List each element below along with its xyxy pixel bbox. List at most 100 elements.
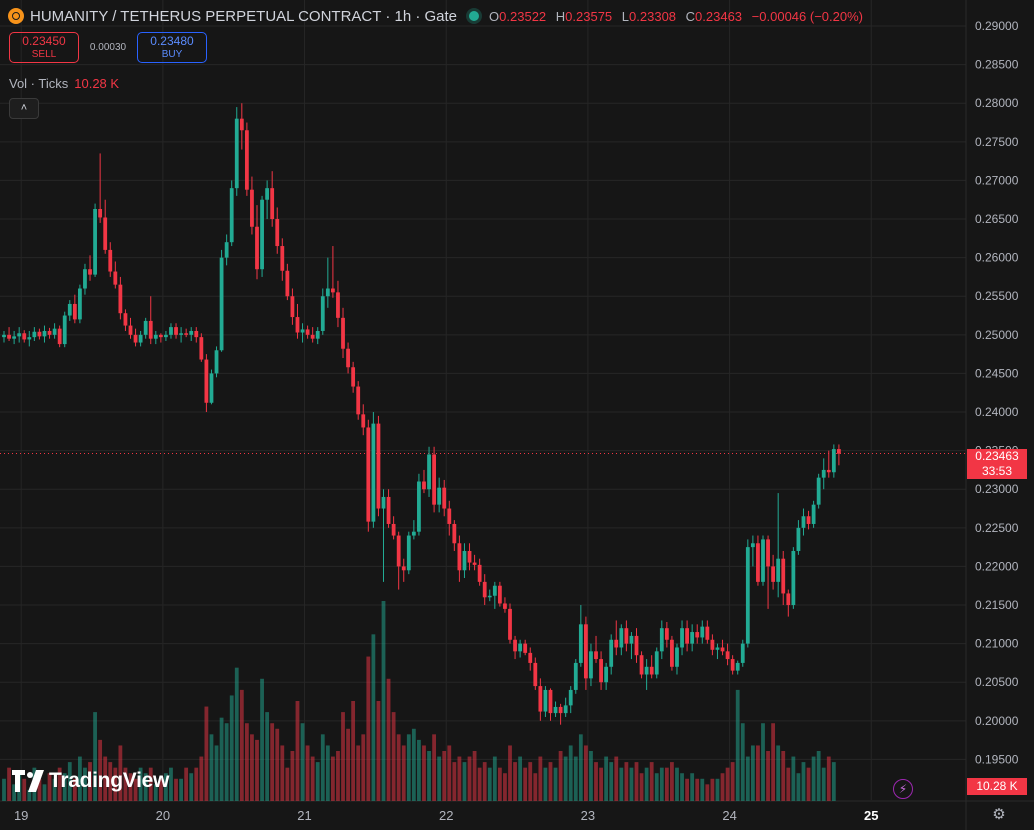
candle-body <box>609 639 614 667</box>
candle-body <box>568 689 573 706</box>
volume-legend-label: Vol · Ticks <box>9 76 69 91</box>
candle-body <box>250 189 254 227</box>
time-tick-label: 21 <box>297 808 311 823</box>
candle-body <box>83 269 87 289</box>
candle-body <box>427 454 431 490</box>
volume-bar <box>523 767 528 801</box>
collapse-legend-button[interactable]: ˄ <box>9 98 39 119</box>
sell-label: SELL <box>31 48 57 60</box>
candle-body <box>270 188 275 220</box>
volume-bar <box>680 773 684 801</box>
volume-bar <box>477 767 482 801</box>
volume-bar <box>467 756 472 801</box>
tradingview-logo[interactable]: TradingView <box>12 769 169 793</box>
candle-body <box>78 288 82 320</box>
candle-body <box>508 608 512 640</box>
candle-body <box>837 449 841 454</box>
low-label: L <box>621 8 630 24</box>
candle-body <box>730 659 735 671</box>
gear-icon[interactable]: ⚙︎ <box>992 806 1006 823</box>
candle-body <box>194 330 199 338</box>
candle-body <box>7 334 11 339</box>
volume-bar <box>174 778 178 801</box>
time-tick-label: 19 <box>14 808 28 823</box>
buy-button[interactable]: 0.23480 BUY <box>137 32 207 63</box>
candle-body <box>391 523 396 536</box>
volume-bar <box>219 717 224 801</box>
volume-bar <box>93 712 97 801</box>
trade-panel: 0.23450 SELL 0.00030 0.23480 BUY <box>9 32 207 63</box>
volume-bar <box>209 734 214 801</box>
candle-body <box>103 217 108 250</box>
volume-bar <box>594 762 598 801</box>
volume-bar <box>138 767 143 801</box>
candle-body <box>457 543 462 571</box>
candle-body <box>128 325 133 335</box>
candle-body <box>811 504 816 524</box>
candle-body <box>52 328 57 335</box>
candle-body <box>62 315 67 345</box>
candle-body <box>695 632 700 638</box>
candle-body <box>260 199 264 270</box>
candle-body <box>700 626 705 638</box>
volume-bar <box>12 784 17 801</box>
candle-body <box>690 632 695 644</box>
volume-bar <box>27 789 32 801</box>
candle-body <box>123 313 128 326</box>
candle-body <box>300 329 305 333</box>
candle-body <box>756 543 760 582</box>
volume-bar <box>315 762 320 801</box>
candle-body <box>781 558 786 594</box>
volume-bar <box>705 784 710 801</box>
volume-bar <box>735 689 740 801</box>
volume-bar <box>67 762 72 801</box>
volume-bar <box>756 745 760 801</box>
volume-legend[interactable]: Vol · Ticks 10.28 K <box>9 76 119 91</box>
price-tick-label: 0.24000 <box>975 405 1019 419</box>
volume-bar <box>305 745 310 801</box>
price-tick-label: 0.27500 <box>975 135 1019 149</box>
candle-body <box>675 647 679 667</box>
volume-bar <box>280 745 285 801</box>
volume-bar <box>148 767 153 801</box>
volume-bar <box>447 745 452 801</box>
candle-body <box>275 219 280 247</box>
candle-body <box>492 585 497 596</box>
volume-bar <box>103 756 108 801</box>
volume-bar <box>518 756 523 801</box>
sell-button[interactable]: 0.23450 SELL <box>9 32 79 63</box>
candle-body <box>725 651 730 660</box>
price-tick-label: 0.19500 <box>975 752 1019 766</box>
candle-body <box>22 333 27 340</box>
candle-body <box>604 666 609 683</box>
volume-bar <box>619 767 624 801</box>
volume-bar <box>417 739 421 801</box>
candle-body <box>366 427 371 522</box>
candle-body <box>735 662 740 671</box>
volume-bar <box>604 756 609 801</box>
volume-bar <box>224 723 229 801</box>
price-tick-label: 0.24500 <box>975 366 1019 380</box>
sell-price: 0.23450 <box>22 33 66 48</box>
volume-bar <box>710 778 715 801</box>
candle-body <box>750 543 755 548</box>
candle-body <box>401 566 406 571</box>
last-price-value: 0.23463 <box>975 449 1019 463</box>
volume-bar <box>497 767 502 801</box>
volume-bar <box>472 751 477 801</box>
candle-body <box>67 303 72 316</box>
candle-body <box>179 333 183 335</box>
volume-bar <box>396 734 401 801</box>
candle-body <box>447 508 452 524</box>
bolt-icon[interactable]: ⚡︎ <box>893 779 913 799</box>
buy-label: BUY <box>161 48 183 60</box>
candle-body <box>786 593 791 606</box>
candle-body <box>573 662 578 690</box>
symbol-title[interactable]: HUMANITY / TETHERUS PERPETUAL CONTRACT ·… <box>30 7 458 25</box>
candle-body <box>285 270 290 297</box>
candle-body <box>158 334 163 338</box>
ohlc-values: O0.23522 H0.23575 L0.23308 C0.23463 −0.0… <box>489 9 863 24</box>
candle-body <box>265 188 270 200</box>
volume-bar <box>533 773 538 801</box>
